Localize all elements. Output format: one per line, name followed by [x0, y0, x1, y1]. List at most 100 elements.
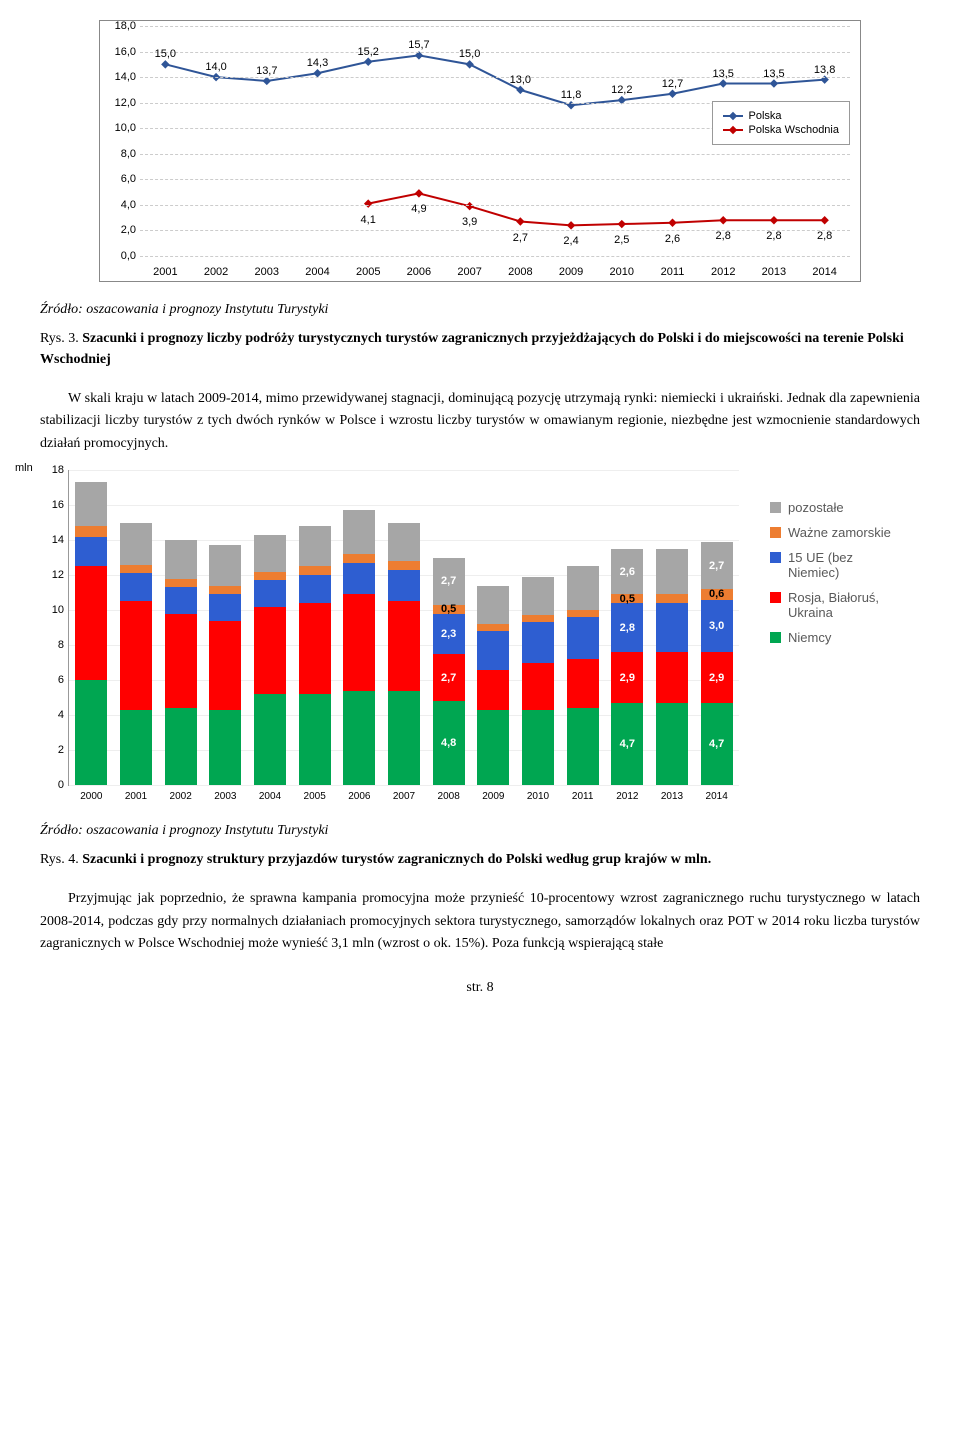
bar-segment-rosja	[656, 652, 688, 703]
y-axis-label: 4	[58, 709, 64, 721]
bar-segment-ue15	[656, 603, 688, 652]
data-point-label: 2,6	[665, 233, 680, 245]
data-point-label: 4,1	[361, 214, 376, 226]
bar-segment-niemcy	[299, 694, 331, 785]
bar-value-label: 0,5	[433, 603, 465, 615]
stacked-bar-chart-wrap: mln 024681012141618200020012002200320042…	[40, 465, 920, 805]
figure4-caption: Rys. 4. Szacunki i prognozy struktury pr…	[40, 849, 920, 870]
x-axis-label: 2005	[304, 791, 326, 802]
bar-segment-zamorskie	[388, 561, 420, 570]
bar-segment-rosja	[388, 601, 420, 690]
bar-segment-zamorskie	[477, 624, 509, 631]
bar-segment-rosja	[567, 659, 599, 708]
legend-item: Niemcy	[770, 630, 898, 645]
data-point-label: 2,4	[563, 235, 578, 247]
bar-segment-ue15	[522, 622, 554, 662]
bar-segment-ue15	[567, 617, 599, 659]
bar-segment-pozostale	[388, 523, 420, 562]
data-point-label: 2,8	[716, 230, 731, 242]
x-axis-label: 2004	[305, 266, 329, 278]
data-point-label: 13,5	[712, 68, 733, 80]
bar-value-label: 0,5	[611, 593, 643, 605]
bar-segment-niemcy	[343, 691, 375, 786]
bar-segment-niemcy	[656, 703, 688, 785]
data-point-label: 14,3	[307, 57, 328, 69]
bar-segment-ue15	[120, 573, 152, 601]
stacked-bar-chart: mln 024681012141618200020012002200320042…	[40, 465, 740, 805]
data-point-label: 11,8	[561, 89, 582, 101]
line-chart: 0,02,04,06,08,010,012,014,016,018,020012…	[99, 20, 861, 282]
mln-label: mln	[15, 462, 33, 474]
bar-segment-ue15	[209, 594, 241, 620]
bar-segment-ue15	[477, 631, 509, 670]
y-axis-label: 6	[58, 674, 64, 686]
x-axis-label: 2014	[706, 791, 728, 802]
bar-segment-zamorskie	[254, 572, 286, 581]
caption2-prefix: Rys. 4.	[40, 852, 82, 867]
bar-segment-niemcy	[165, 708, 197, 785]
bar-segment-pozostale	[299, 526, 331, 566]
x-axis-label: 2000	[80, 791, 102, 802]
x-axis-label: 2006	[407, 266, 431, 278]
x-axis-label: 2009	[559, 266, 583, 278]
bar-segment-rosja	[209, 621, 241, 710]
bar-segment-niemcy	[567, 708, 599, 785]
x-axis-label: 2010	[527, 791, 549, 802]
bar-value-label: 4,7	[701, 738, 733, 750]
y-axis-label: 0,0	[121, 250, 136, 262]
bar-segment-rosja	[254, 607, 286, 695]
y-axis-label: 12,0	[115, 97, 136, 109]
bar-segment-pozostale	[567, 566, 599, 610]
bar-segment-zamorskie	[656, 594, 688, 603]
x-axis-label: 2003	[214, 791, 236, 802]
bar-value-label: 2,8	[611, 622, 643, 634]
x-axis-label: 2012	[616, 791, 638, 802]
data-point-label: 15,0	[459, 48, 480, 60]
bar-segment-pozostale	[522, 577, 554, 616]
data-point-label: 15,0	[155, 48, 176, 60]
bar-value-label: 2,3	[433, 628, 465, 640]
bar-segment-rosja	[477, 670, 509, 710]
bar-segment-ue15	[254, 580, 286, 606]
data-point-label: 15,7	[408, 39, 429, 51]
bar-segment-zamorskie	[522, 615, 554, 622]
y-axis-label: 18	[52, 464, 64, 476]
bar-segment-zamorskie	[75, 526, 107, 537]
bar-segment-rosja	[343, 594, 375, 690]
y-axis-label: 2,0	[121, 224, 136, 236]
x-axis-label: 2001	[125, 791, 147, 802]
data-point-label: 2,8	[817, 230, 832, 242]
data-point-label: 12,7	[662, 78, 683, 90]
legend-item: Polska Wschodnia	[723, 124, 840, 136]
bar-segment-zamorskie	[165, 579, 197, 588]
x-axis-label: 2012	[711, 266, 735, 278]
x-axis-label: 2013	[762, 266, 786, 278]
data-point-label: 2,8	[766, 230, 781, 242]
bar-segment-zamorskie	[299, 566, 331, 575]
data-point-label: 2,5	[614, 234, 629, 246]
legend-item: Ważne zamorskie	[770, 525, 898, 540]
bar-segment-zamorskie	[120, 565, 152, 574]
data-point-label: 13,7	[256, 65, 277, 77]
x-axis-label: 2011	[661, 266, 685, 278]
x-axis-label: 2005	[356, 266, 380, 278]
chart2-source: Źródło: oszacowania i prognozy Instytutu…	[40, 823, 920, 839]
x-axis-label: 2008	[438, 791, 460, 802]
bar-segment-niemcy	[388, 691, 420, 786]
bar-segment-pozostale	[165, 540, 197, 579]
bar-segment-zamorskie	[343, 554, 375, 563]
bar-segment-rosja	[120, 601, 152, 710]
x-axis-label: 2001	[153, 266, 177, 278]
y-axis-label: 0	[58, 779, 64, 791]
bar-segment-ue15	[388, 570, 420, 602]
legend-item: Polska	[723, 110, 840, 122]
bar-value-label: 0,6	[701, 588, 733, 600]
data-point-label: 2,7	[513, 232, 528, 244]
y-axis-label: 10,0	[115, 122, 136, 134]
y-axis-label: 2	[58, 744, 64, 756]
data-point-label: 12,2	[611, 84, 632, 96]
bar-segment-pozostale	[477, 586, 509, 625]
data-point-label: 4,9	[411, 203, 426, 215]
legend-item: pozostałe	[770, 500, 898, 515]
bar-value-label: 2,9	[701, 672, 733, 684]
